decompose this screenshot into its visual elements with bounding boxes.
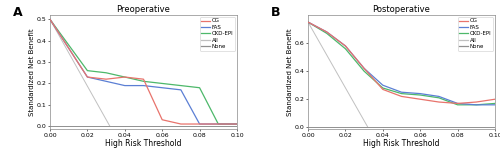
Y-axis label: Standardized Net Benefit: Standardized Net Benefit bbox=[30, 28, 36, 116]
X-axis label: High Risk Threshold: High Risk Threshold bbox=[105, 139, 182, 148]
Title: Postoperative: Postoperative bbox=[372, 5, 430, 14]
Y-axis label: Standardized Net Benefit: Standardized Net Benefit bbox=[288, 28, 294, 116]
X-axis label: High Risk Threshold: High Risk Threshold bbox=[364, 139, 440, 148]
Legend: CG, FAS, CKD-EPI, All, None: CG, FAS, CKD-EPI, All, None bbox=[458, 17, 494, 51]
Text: A: A bbox=[12, 6, 22, 19]
Legend: CG, FAS, CKD-EPI, All, None: CG, FAS, CKD-EPI, All, None bbox=[200, 17, 235, 51]
Title: Preoperative: Preoperative bbox=[116, 5, 170, 14]
Text: B: B bbox=[270, 6, 280, 19]
